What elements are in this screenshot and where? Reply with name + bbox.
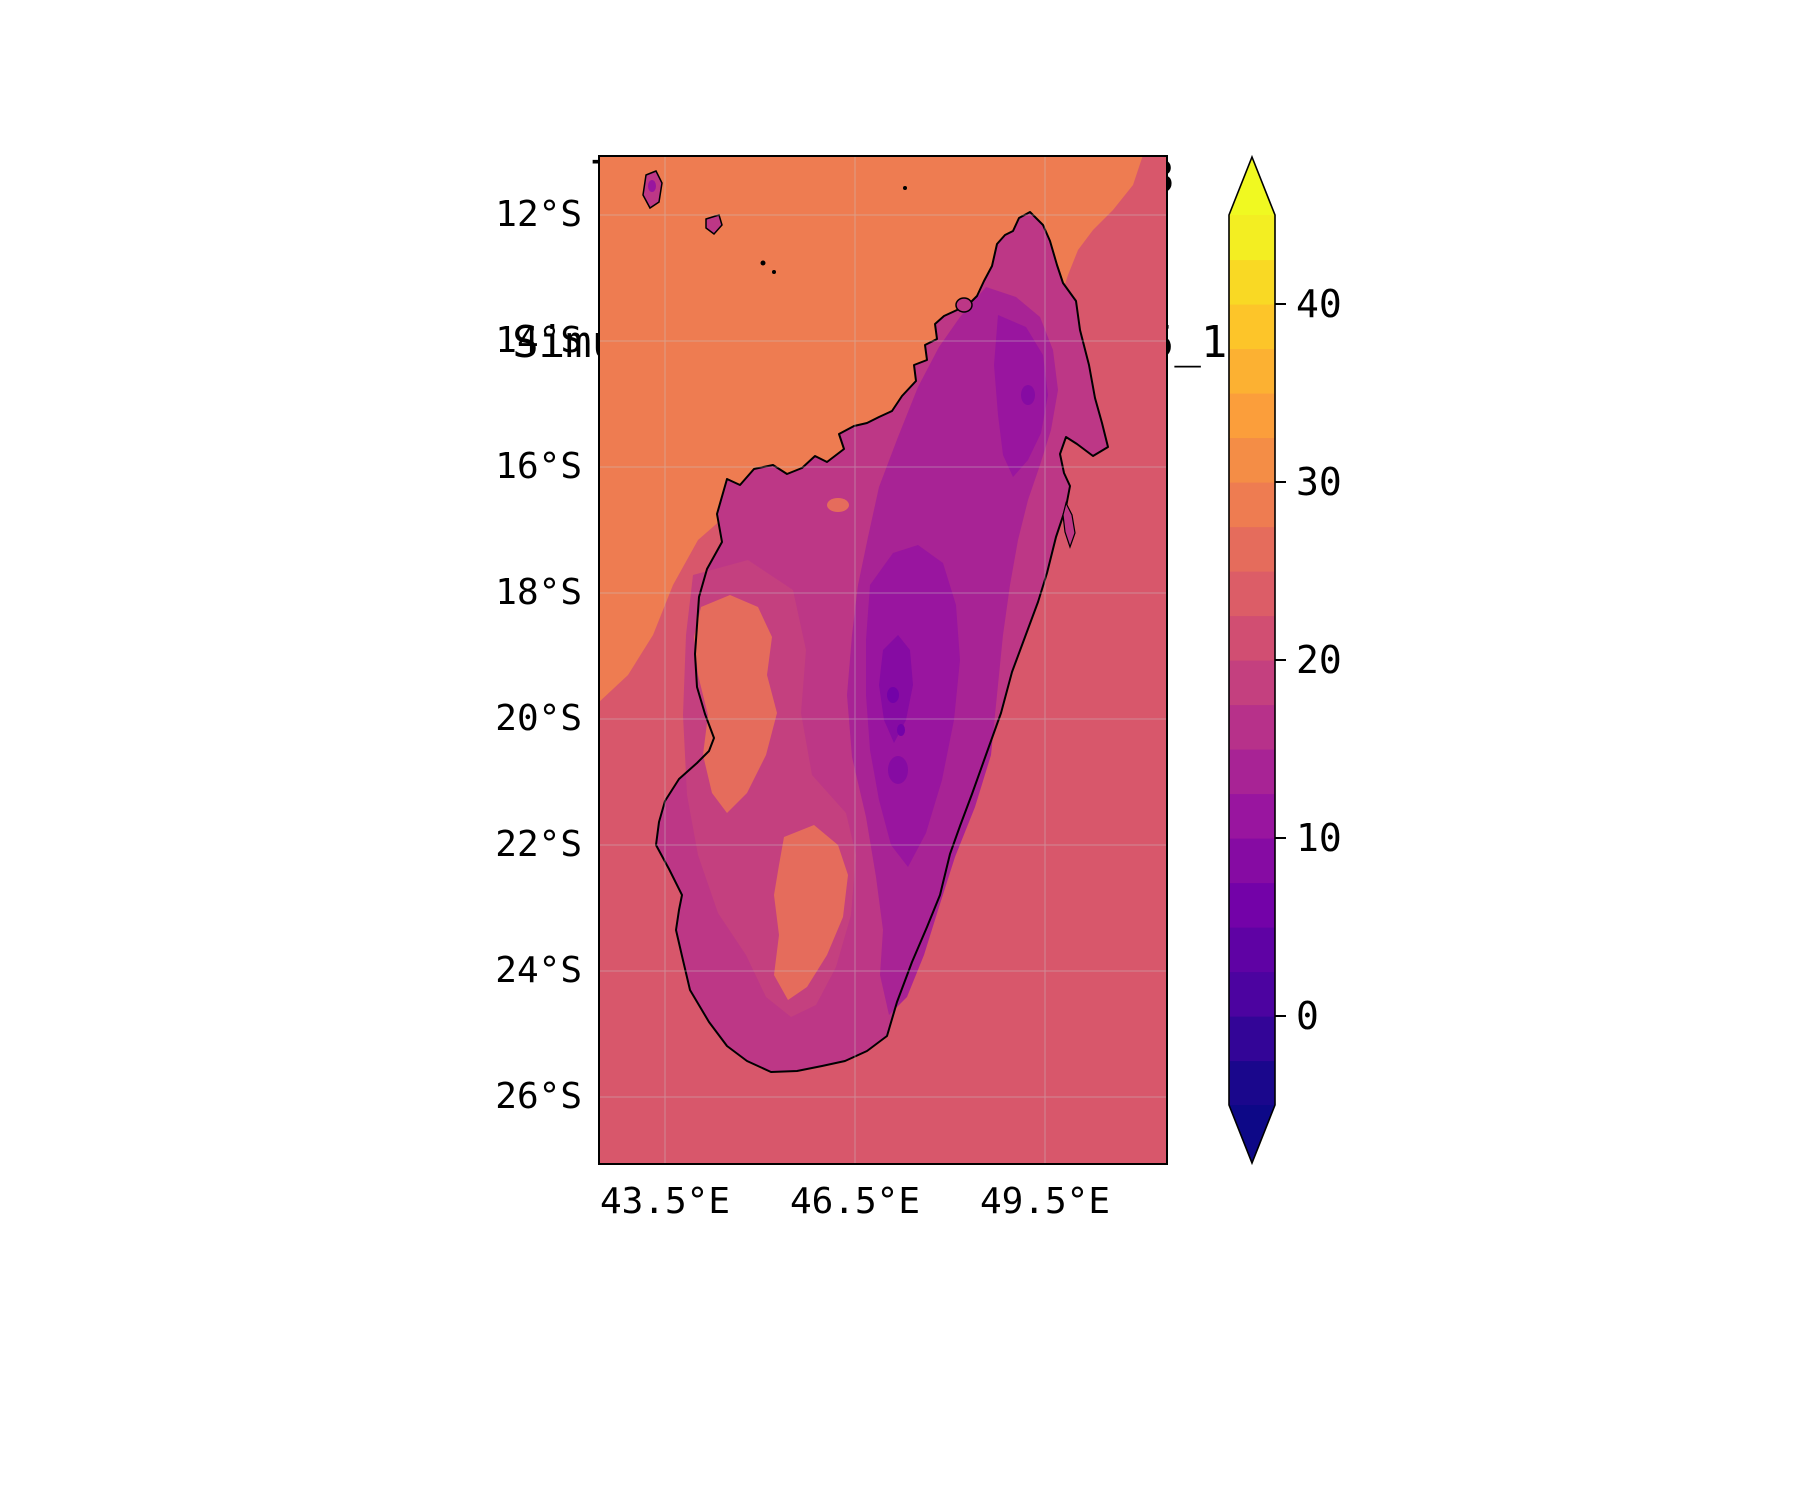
highlands-cold-patch bbox=[888, 756, 908, 784]
colorbar-under-triangle bbox=[1229, 1105, 1275, 1163]
colorbar-band bbox=[1229, 660, 1275, 706]
colorbar-band bbox=[1229, 971, 1275, 1017]
lat-tick-label: 24°S bbox=[495, 950, 582, 991]
colorbar-band bbox=[1229, 259, 1275, 305]
colorbar-tick-label: 10 bbox=[1296, 816, 1342, 860]
highlands-core-central bbox=[866, 545, 960, 867]
comoros-island-peak bbox=[648, 180, 656, 192]
lon-tick-label: 49.5°E bbox=[979, 1181, 1111, 1222]
colorbar-band bbox=[1229, 793, 1275, 839]
lat-tick-label: 20°S bbox=[495, 698, 582, 739]
lon-tick-label: 43.5°E bbox=[599, 1181, 731, 1222]
nosy-be-island bbox=[955, 297, 973, 313]
colorbar-band bbox=[1229, 215, 1275, 261]
colorbar-band bbox=[1229, 615, 1275, 661]
colorbar-band bbox=[1229, 571, 1275, 617]
lat-tick-label: 26°S bbox=[495, 1076, 582, 1117]
lon-tick-label: 46.5°E bbox=[789, 1181, 921, 1222]
colorbar-band bbox=[1229, 526, 1275, 572]
colorbar-band bbox=[1229, 348, 1275, 394]
gridlines bbox=[598, 155, 1168, 1165]
lat-tick-label: 12°S bbox=[495, 194, 582, 235]
islet-speck bbox=[760, 260, 766, 266]
lat-tick-label: 16°S bbox=[495, 446, 582, 487]
colorbar-band bbox=[1229, 437, 1275, 483]
colorbar-band bbox=[1229, 482, 1275, 528]
colorbar-outline bbox=[1228, 155, 1276, 1165]
lat-tick-label: 14°S bbox=[495, 320, 582, 361]
highlands-coldest-spot bbox=[887, 687, 899, 703]
colorbar-over-triangle bbox=[1229, 157, 1275, 215]
warm-lowland-patch bbox=[774, 825, 848, 1000]
colorbar-band bbox=[1229, 1016, 1275, 1062]
colorbar-band bbox=[1229, 882, 1275, 928]
colorbar-band bbox=[1229, 704, 1275, 750]
colorbar-band bbox=[1229, 838, 1275, 884]
colorbar-tick-label: 0 bbox=[1296, 994, 1319, 1038]
colorbar: 40 30 20 10 0 bbox=[1228, 155, 1342, 1165]
lat-tick-label: 18°S bbox=[495, 572, 582, 613]
colorbar-band bbox=[1229, 393, 1275, 439]
colorbar-tick-label: 40 bbox=[1296, 282, 1342, 326]
warm-lowland-patch bbox=[827, 498, 849, 512]
islet-speck bbox=[903, 186, 907, 190]
map-plot bbox=[598, 155, 1168, 1165]
islet-speck bbox=[772, 270, 776, 274]
plot-frame bbox=[598, 155, 1168, 1165]
highlands-coldest-spot bbox=[897, 724, 905, 736]
colorbar-band bbox=[1229, 1060, 1275, 1106]
colorbar-band bbox=[1229, 304, 1275, 350]
highlands-cold-patch bbox=[1021, 385, 1035, 405]
warm-lowland-patch bbox=[694, 595, 777, 813]
colorbar-band bbox=[1229, 749, 1275, 795]
colorbar-tick-label: 20 bbox=[1296, 638, 1342, 682]
sainte-marie-island bbox=[1062, 501, 1076, 549]
colorbar-band bbox=[1229, 927, 1275, 973]
colorbar-tick-label: 30 bbox=[1296, 460, 1342, 504]
colorbar-bands bbox=[1229, 215, 1275, 1106]
comoros-island bbox=[705, 214, 723, 236]
highlands-core-north bbox=[994, 315, 1048, 477]
lat-tick-label: 22°S bbox=[495, 824, 582, 865]
